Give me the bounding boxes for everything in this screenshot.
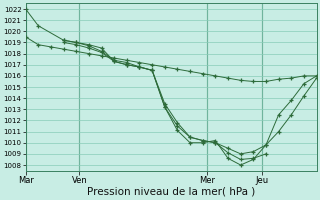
X-axis label: Pression niveau de la mer( hPa ): Pression niveau de la mer( hPa ) [87,187,255,197]
